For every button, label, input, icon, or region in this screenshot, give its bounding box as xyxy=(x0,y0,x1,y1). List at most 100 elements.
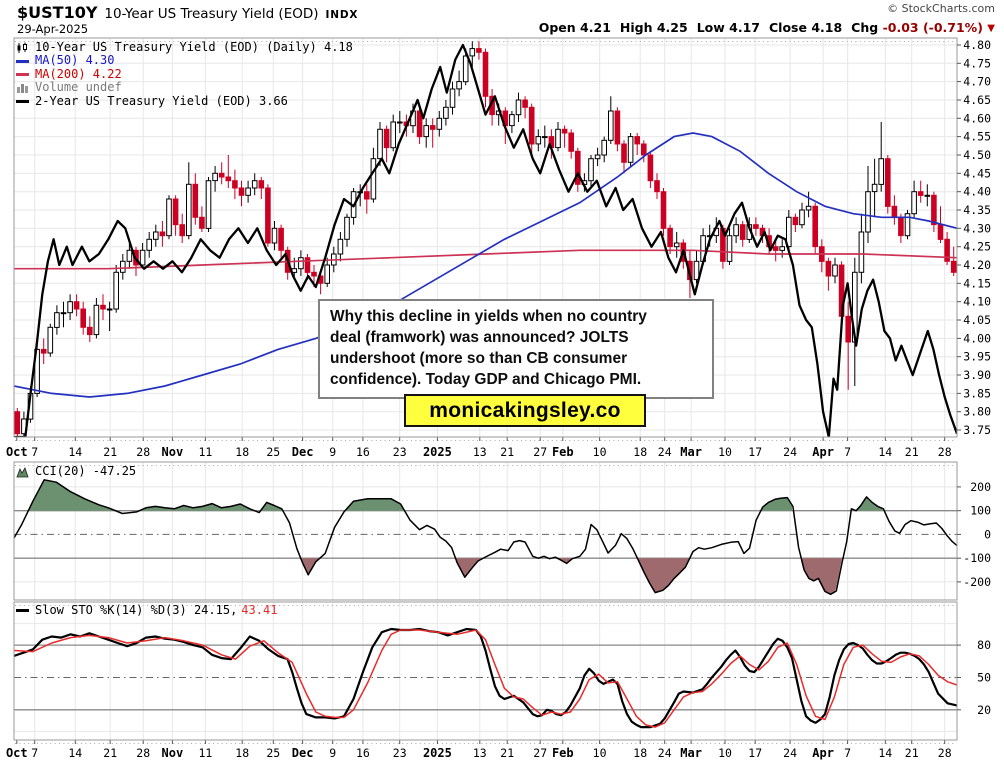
svg-text:21: 21 xyxy=(905,445,919,459)
svg-text:21: 21 xyxy=(103,445,117,459)
red-line-dash-icon xyxy=(16,72,31,76)
low-label-value: Low 4.17 xyxy=(696,20,760,35)
black-line-dash-icon xyxy=(16,609,31,613)
svg-text:27: 27 xyxy=(533,746,547,760)
exchange-label: INDX xyxy=(325,9,359,21)
svg-text:13: 13 xyxy=(473,445,487,459)
svg-text:3.80: 3.80 xyxy=(963,405,991,419)
svg-text:80: 80 xyxy=(977,638,991,652)
svg-text:18: 18 xyxy=(235,445,249,459)
svg-text:Dec: Dec xyxy=(292,445,314,459)
svg-text:2025: 2025 xyxy=(423,445,452,459)
svg-text:200: 200 xyxy=(970,480,991,494)
svg-text:21: 21 xyxy=(500,445,514,459)
svg-text:4.70: 4.70 xyxy=(963,75,991,89)
ma200-line xyxy=(14,249,957,270)
svg-text:4.15: 4.15 xyxy=(963,276,991,290)
main-legend: 10-Year US Treasury Yield (EOD) (Daily) … xyxy=(16,40,353,108)
svg-text:4.30: 4.30 xyxy=(963,221,991,235)
legend-ma200: MA(200) 4.22 xyxy=(16,67,353,81)
svg-text:25: 25 xyxy=(266,445,280,459)
cci-line xyxy=(14,479,957,596)
svg-text:23: 23 xyxy=(393,746,407,760)
svg-text:Dec: Dec xyxy=(292,746,314,760)
down-triangle-icon: ▼ xyxy=(987,23,995,34)
svg-text:7: 7 xyxy=(844,746,851,760)
open-label-value: Open 4.21 xyxy=(538,20,611,35)
svg-text:4.05: 4.05 xyxy=(963,313,991,327)
svg-text:Mar: Mar xyxy=(680,746,702,760)
legend-main-series: 10-Year US Treasury Yield (EOD) (Daily) … xyxy=(16,40,353,54)
svg-text:18: 18 xyxy=(633,445,647,459)
svg-text:-200: -200 xyxy=(963,575,991,589)
x-axis-mid: Oct 7 14 21 28 Nov 11 18 25 Dec 9 16 23 2025 13 21 27 Feb… xyxy=(6,437,952,459)
legend-2y-label: 2-Year US Treasury Yield (EOD) 3.66 xyxy=(35,93,288,108)
svg-text:21: 21 xyxy=(103,746,117,760)
svg-text:24: 24 xyxy=(783,746,797,760)
svg-text:4.10: 4.10 xyxy=(963,295,991,309)
svg-text:3.95: 3.95 xyxy=(963,350,991,364)
svg-text:24: 24 xyxy=(783,445,797,459)
svg-text:4.45: 4.45 xyxy=(963,166,991,180)
svg-text:Nov: Nov xyxy=(162,445,184,459)
svg-text:16: 16 xyxy=(356,445,370,459)
legend-volume: Volume undef xyxy=(16,80,353,95)
svg-text:21: 21 xyxy=(905,746,919,760)
cci-y-axis: 200 100 0 -100 -200 xyxy=(957,480,991,589)
svg-text:10: 10 xyxy=(718,746,732,760)
chg-value: -0.03 (-0.71%) xyxy=(882,20,983,35)
stochastic-indicator-panel[interactable] xyxy=(14,602,957,740)
svg-text:4.60: 4.60 xyxy=(963,111,991,125)
legend-volume-label: Volume undef xyxy=(35,80,122,95)
svg-text:16: 16 xyxy=(356,746,370,760)
open-value: 4.21 xyxy=(580,20,611,35)
watermark-badge: monicakingsley.co xyxy=(404,394,646,427)
sto-frame xyxy=(13,601,958,741)
svg-text:18: 18 xyxy=(235,746,249,760)
svg-text:14: 14 xyxy=(878,746,892,760)
svg-text:3.90: 3.90 xyxy=(963,368,991,382)
main-y-axis: 4.80 4.75 4.70 4.65 4.60 4.55 4.50 4.45 4.40 4.35… xyxy=(957,38,991,437)
svg-text:21: 21 xyxy=(500,746,514,760)
svg-text:28: 28 xyxy=(136,746,150,760)
chg-label-value: Chg -0.03 (-0.71%) ▼ xyxy=(851,20,995,35)
legend-2y: 2-Year US Treasury Yield (EOD) 3.66 xyxy=(16,93,353,108)
svg-text:4.00: 4.00 xyxy=(963,331,991,345)
x-axis-bottom: Oct 7 14 21 28 Nov 11 18 25 Dec 9 16 23 2025 13 21 27 Feb… xyxy=(6,740,952,760)
cci-indicator-panel[interactable] xyxy=(14,462,957,600)
svg-text:9: 9 xyxy=(329,746,336,760)
svg-text:24: 24 xyxy=(658,445,672,459)
volume-bars-icon xyxy=(16,82,31,94)
high-label-value: High 4.25 xyxy=(619,20,688,35)
svg-text:Mar: Mar xyxy=(680,445,702,459)
svg-text:4.40: 4.40 xyxy=(963,185,991,199)
svg-text:10: 10 xyxy=(593,746,607,760)
low-value: 4.17 xyxy=(729,20,760,35)
legend-sto-d-label: 43.41 xyxy=(241,603,278,617)
svg-text:3.75: 3.75 xyxy=(963,423,991,437)
area-peaks-icon xyxy=(16,466,31,478)
legend-main-label: 10-Year US Treasury Yield (EOD) (Daily) … xyxy=(35,40,353,54)
black-line-dash-icon xyxy=(16,99,31,103)
svg-text:10: 10 xyxy=(718,445,732,459)
legend-cci-label: CCI(20) -47.25 xyxy=(35,464,137,478)
svg-text:4.50: 4.50 xyxy=(963,148,991,162)
svg-text:2025: 2025 xyxy=(423,746,452,760)
cci-legend: CCI(20) -47.25 xyxy=(16,464,137,478)
svg-text:4.20: 4.20 xyxy=(963,258,991,272)
svg-text:28: 28 xyxy=(938,746,952,760)
svg-text:25: 25 xyxy=(266,746,280,760)
svg-text:Apr: Apr xyxy=(812,445,834,459)
high-value: 4.25 xyxy=(656,20,688,35)
chart-header: $UST10Y 10-Year US Treasury Yield (EOD) … xyxy=(17,3,358,22)
svg-text:11: 11 xyxy=(198,445,212,459)
legend-cci-row: CCI(20) -47.25 xyxy=(16,464,137,478)
svg-text:18: 18 xyxy=(633,746,647,760)
symbol: $UST10Y xyxy=(17,3,98,22)
cci-frame xyxy=(13,461,958,601)
sto-d-line xyxy=(14,629,957,728)
svg-text:17: 17 xyxy=(748,746,762,760)
svg-text:28: 28 xyxy=(136,445,150,459)
ohlc-readout: Open 4.21 High 4.25 Low 4.17 Close 4.18 … xyxy=(539,20,995,35)
